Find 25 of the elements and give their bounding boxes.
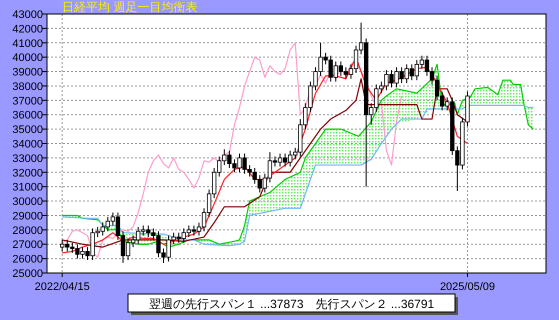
y-tick-label: 41000 [12, 38, 43, 50]
y-tick-label: 27000 [12, 239, 43, 252]
y-tick-label: 42000 [12, 23, 43, 36]
y-tick-label: 36000 [12, 110, 43, 122]
y-tick-label: 33000 [12, 152, 43, 165]
y-tick-label: 30000 [12, 196, 43, 208]
y-tick-label: 32000 [12, 167, 43, 180]
text: 翌週の先行スパン１ ...37873 先行スパン２ ...36791 [148, 297, 435, 311]
y-tick-label: 31000 [12, 182, 43, 194]
y-tick-label: 37000 [12, 95, 43, 108]
line-series [62, 104, 534, 246]
y-tick-label: 28000 [12, 224, 43, 237]
y-tick-label: 43000 [12, 9, 43, 21]
x-tick-label: 2025/05/09 [440, 281, 496, 293]
y-tick-label: 29000 [12, 210, 43, 222]
y-tick-label: 40000 [12, 52, 43, 64]
y-tick-label: 26000 [12, 254, 43, 266]
y-tick-label: 38000 [12, 80, 43, 93]
y-tick-label: 39000 [12, 66, 43, 79]
chart-title: 日経平均 週足一目均衡表 [62, 0, 198, 14]
x-tick-label: 2022/04/15 [34, 281, 90, 293]
y-tick-label: 25000 [12, 268, 43, 280]
line-series [62, 42, 402, 258]
y-tick-label: 35000 [12, 124, 43, 136]
y-tick-label: 34000 [12, 138, 43, 150]
